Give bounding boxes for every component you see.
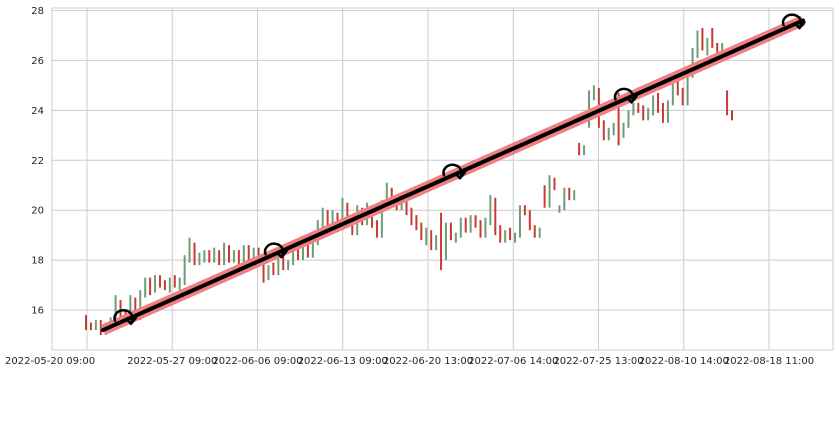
x-tick-label: 2022-05-27 09:00 [127, 356, 217, 367]
x-tick-label: 2022-06-06 09:00 [212, 356, 302, 367]
x-tick-label: 2022-08-18 11:00 [724, 356, 814, 367]
x-tick-label: 2022-05-20 09:00 [5, 356, 95, 367]
y-axis: 16 18 20 22 24 26 28 [31, 6, 44, 317]
curved-arrow-icon [442, 163, 467, 180]
x-tick-label: 2022-07-25 13:00 [553, 356, 643, 367]
y-tick-label: 26 [31, 56, 44, 67]
arrow-arc [613, 87, 635, 103]
curved-arrow-icon [613, 87, 638, 104]
curved-arrow-icon [263, 242, 288, 259]
curved-arrow-icon [113, 309, 138, 325]
y-tick-label: 22 [31, 156, 44, 167]
arrow-head [276, 249, 288, 259]
curved-arrow-icon [781, 13, 806, 30]
x-axis: 2022-05-20 09:00 2022-05-27 09:002022-06-… [5, 356, 814, 367]
x-tick-label: 2022-06-20 13:00 [383, 356, 473, 367]
y-tick-label: 20 [31, 206, 44, 217]
y-tick-label: 18 [31, 256, 44, 267]
arrow-head [626, 95, 638, 104]
x-tick-label: 2022-08-10 14:00 [639, 356, 729, 367]
trend-line [100, 15, 806, 336]
y-tick-label: 16 [31, 306, 44, 317]
annotation-markers [113, 13, 806, 325]
y-tick-label: 24 [31, 106, 44, 117]
arrow-arc [113, 309, 134, 324]
arrow-arc [781, 13, 803, 29]
arrow-arc [442, 163, 463, 179]
x-tick-label: 2022-06-13 09:00 [298, 356, 388, 367]
arrow-head [125, 316, 138, 325]
arrow-head [454, 171, 467, 180]
x-tick-label: 2022-07-06 14:00 [468, 356, 558, 367]
arrow-arc [263, 242, 285, 258]
y-tick-label: 28 [31, 6, 44, 17]
arrow-head [794, 20, 806, 30]
trend-line-stroke [101, 18, 805, 333]
